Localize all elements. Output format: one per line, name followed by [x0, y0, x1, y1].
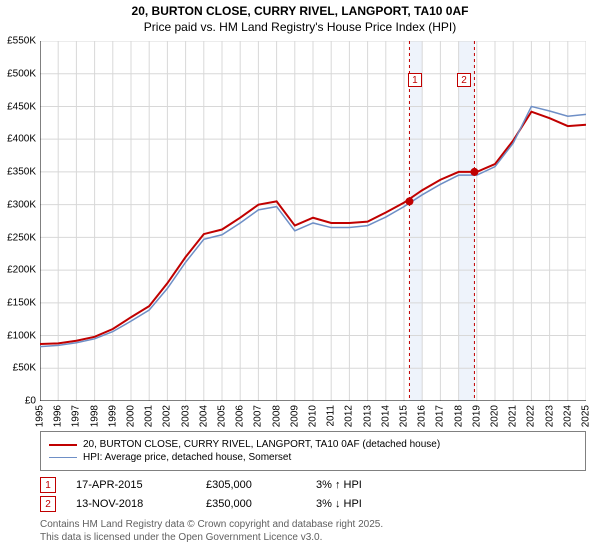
row-delta: 3% ↑ HPI — [316, 479, 362, 491]
x-axis-label: 2005 — [217, 405, 228, 427]
y-axis-label: £500K — [7, 68, 36, 79]
x-axis-label: 2003 — [180, 405, 191, 427]
highlight-band — [459, 41, 475, 401]
legend-swatch — [49, 444, 77, 446]
x-axis-label: 1998 — [89, 405, 100, 427]
x-axis-label: 2022 — [526, 405, 537, 427]
x-axis-label: 2006 — [235, 405, 246, 427]
legend: 20, BURTON CLOSE, CURRY RIVEL, LANGPORT,… — [40, 431, 586, 471]
highlight-band — [409, 41, 422, 401]
title-sub: Price paid vs. HM Land Registry's House … — [0, 20, 600, 36]
x-axis-label: 1997 — [71, 405, 82, 427]
table-row: 2 13-NOV-2018 £350,000 3% ↓ HPI — [40, 496, 600, 512]
x-axis-label: 2007 — [253, 405, 264, 427]
x-axis-label: 2013 — [362, 405, 373, 427]
data-points-table: 1 17-APR-2015 £305,000 3% ↑ HPI 2 13-NOV-2018… — [40, 477, 600, 512]
titles: 20, BURTON CLOSE, CURRY RIVEL, LANGPORT,… — [0, 0, 600, 35]
row-badge: 1 — [40, 477, 56, 493]
x-axis-label: 2015 — [399, 405, 410, 427]
legend-label: 20, BURTON CLOSE, CURRY RIVEL, LANGPORT,… — [83, 439, 440, 450]
x-axis-label: 1996 — [53, 405, 64, 427]
marker-dot — [405, 198, 413, 206]
row-delta: 3% ↓ HPI — [316, 498, 362, 510]
x-axis-label: 2017 — [435, 405, 446, 427]
x-axis-label: 2023 — [544, 405, 555, 427]
y-axis-label: £200K — [7, 265, 36, 276]
x-axis-label: 2009 — [289, 405, 300, 427]
x-axis-label: 2011 — [326, 405, 337, 427]
y-axis-label: £550K — [7, 36, 36, 47]
x-axis-label: 2002 — [162, 405, 173, 427]
title-main: 20, BURTON CLOSE, CURRY RIVEL, LANGPORT,… — [0, 4, 600, 20]
y-axis-label: £450K — [7, 101, 36, 112]
x-axis-label: 1995 — [35, 405, 46, 427]
marker-badge: 1 — [408, 73, 422, 87]
x-axis-label: 2019 — [471, 405, 482, 427]
row-badge: 2 — [40, 496, 56, 512]
marker-dot — [470, 168, 478, 176]
y-axis-label: £50K — [13, 363, 36, 374]
footer: Contains HM Land Registry data © Crown c… — [40, 518, 600, 544]
x-axis-label: 2008 — [271, 405, 282, 427]
row-price: £350,000 — [206, 498, 296, 510]
x-axis-label: 2001 — [144, 405, 155, 427]
x-axis-label: 2000 — [126, 405, 137, 427]
row-date: 13-NOV-2018 — [76, 498, 186, 510]
y-axis-label: £400K — [7, 134, 36, 145]
y-axis-label: £300K — [7, 199, 36, 210]
x-axis-label: 2024 — [562, 405, 573, 427]
legend-row: HPI: Average price, detached house, Some… — [49, 452, 577, 463]
x-axis-label: 2020 — [490, 405, 501, 427]
footer-line-1: Contains HM Land Registry data © Crown c… — [40, 518, 600, 531]
footer-line-2: This data is licensed under the Open Gov… — [40, 531, 600, 544]
x-axis-label: 2012 — [344, 405, 355, 427]
legend-row: 20, BURTON CLOSE, CURRY RIVEL, LANGPORT,… — [49, 439, 577, 450]
legend-swatch — [49, 457, 77, 458]
chart-area: £0£50K£100K£150K£200K£250K£300K£350K£400… — [40, 41, 586, 401]
y-axis-label: £150K — [7, 298, 36, 309]
y-axis-label: £350K — [7, 167, 36, 178]
x-axis-label: 2018 — [453, 405, 464, 427]
row-price: £305,000 — [206, 479, 296, 491]
x-axis-label: 2004 — [198, 405, 209, 427]
x-axis-label: 2021 — [508, 405, 519, 427]
y-axis-label: £100K — [7, 330, 36, 341]
y-axis-label: £250K — [7, 232, 36, 243]
x-axis-label: 2016 — [417, 405, 428, 427]
marker-badge: 2 — [457, 73, 471, 87]
legend-label: HPI: Average price, detached house, Some… — [83, 452, 291, 463]
x-axis-label: 2025 — [581, 405, 592, 427]
chart-svg — [40, 41, 586, 401]
x-axis-label: 2010 — [308, 405, 319, 427]
chart-page: 20, BURTON CLOSE, CURRY RIVEL, LANGPORT,… — [0, 0, 600, 560]
x-axis-label: 2014 — [380, 405, 391, 427]
x-axis-label: 1999 — [107, 405, 118, 427]
table-row: 1 17-APR-2015 £305,000 3% ↑ HPI — [40, 477, 600, 493]
row-date: 17-APR-2015 — [76, 479, 186, 491]
